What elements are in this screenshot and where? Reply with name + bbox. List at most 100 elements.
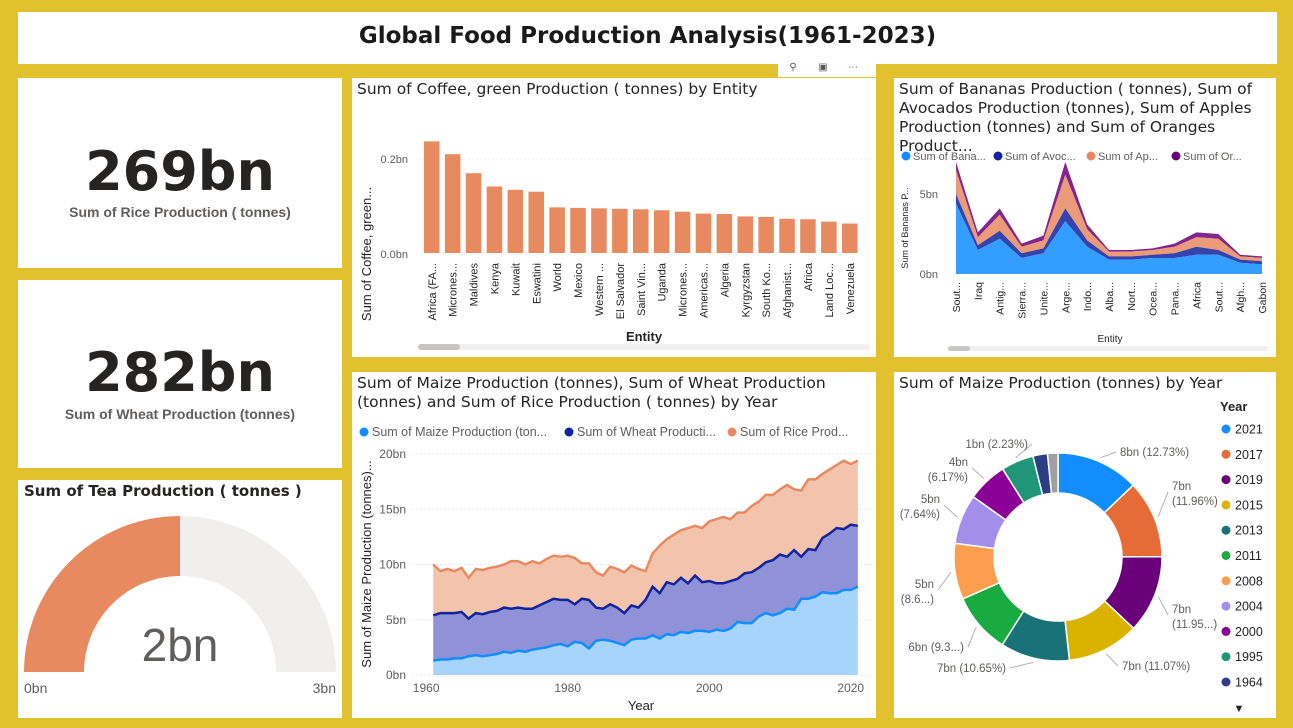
- coffee-bar: [591, 208, 607, 253]
- donut-data-label: 7bn: [1172, 481, 1191, 493]
- fruits-x-tick: Iraq: [973, 282, 985, 300]
- visual-header-toolbar: ⚲ ▣ ⋯: [778, 62, 876, 77]
- donut-data-label: 7bn (10.65%): [937, 663, 1006, 675]
- donut-leader-line: [943, 504, 958, 518]
- coffee-bar: [695, 213, 712, 253]
- fruits-legend-marker: [1086, 151, 1096, 161]
- donut-legend-label: 2013: [1235, 524, 1263, 538]
- coffee-bar: [612, 208, 628, 253]
- coffee-x-tick: Western ...: [594, 263, 606, 316]
- coffee-y-axis-label: Sum of Coffee, green...: [359, 187, 374, 321]
- kpi-value: 282bn: [85, 341, 275, 404]
- kpi-card-wheat[interactable]: 282bn Sum of Wheat Production (tonnes): [18, 280, 342, 468]
- grains-series-line: [433, 585, 859, 662]
- donut-leader-line: [971, 467, 985, 479]
- donut-data-label: 8bn (12.73%): [1120, 447, 1189, 459]
- maize-donut-card[interactable]: Sum of Maize Production (tonnes) by Year…: [894, 372, 1276, 718]
- donut-data-label: (8.6...): [901, 594, 934, 606]
- donut-data-label: (6.17%): [928, 472, 968, 484]
- focus-mode-icon[interactable]: ▣: [818, 62, 828, 73]
- coffee-x-tick: Africa (FA...: [427, 263, 439, 320]
- tea-gauge-title: Sum of Tea Production ( tonnes ): [24, 482, 302, 500]
- donut-data-label: 5bn: [915, 579, 934, 591]
- donut-data-label: (7.64%): [900, 509, 940, 521]
- more-options-icon[interactable]: ⋯: [848, 62, 858, 73]
- donut-leader-line: [1157, 596, 1169, 616]
- fruits-legend-marker: [1171, 151, 1181, 161]
- coffee-chart-title: Sum of Coffee, green Production ( tonnes…: [357, 80, 758, 98]
- legend-scroll-down-icon[interactable]: ▼: [1234, 703, 1245, 715]
- fruits-y-axis-label: Sum of Bananas P...: [900, 187, 910, 268]
- donut-legend-label: 2004: [1235, 600, 1263, 614]
- grains-x-tick: 2020: [837, 681, 864, 695]
- grains-y-tick: 20bn: [379, 447, 406, 461]
- donut-legend-marker: [1221, 449, 1231, 459]
- coffee-bar: [486, 186, 503, 253]
- fruits-x-tick: Ocea...: [1148, 282, 1160, 316]
- grains-chart-title: Sum of Maize Production (tonnes), Sum of…: [357, 374, 826, 411]
- grains-legend-marker: [359, 427, 369, 437]
- horizontal-scrollbar-thumb[interactable]: [418, 344, 460, 350]
- donut-legend-label: 2021: [1235, 423, 1263, 437]
- horizontal-scrollbar-thumb[interactable]: [948, 346, 970, 351]
- tea-gauge-card[interactable]: Sum of Tea Production ( tonnes ) 2bn 0bn…: [18, 480, 342, 718]
- gauge-min-label: 0bn: [24, 680, 47, 696]
- donut-legend-label: 2015: [1235, 498, 1263, 512]
- fruits-x-tick: Africa: [1191, 282, 1203, 309]
- donut-leader-line: [1015, 443, 1033, 458]
- coffee-bar: [800, 219, 816, 253]
- coffee-chart-card[interactable]: Sum of Coffee, green Production ( tonnes…: [352, 78, 876, 357]
- coffee-x-tick: Afghanist...: [782, 263, 794, 318]
- donut-data-label: 1bn (2.23%): [965, 439, 1028, 451]
- grains-area-fill: [433, 460, 858, 619]
- grains-area-chart: Sum of Maize Production (ton... Sum of Wh…: [359, 425, 872, 713]
- coffee-x-tick: Eswatini: [531, 263, 543, 304]
- horizontal-scrollbar-track: [948, 346, 1268, 351]
- fruits-x-tick: Nort...: [1126, 282, 1138, 311]
- coffee-bar: [549, 207, 565, 253]
- fruits-legend-marker: [901, 151, 911, 161]
- donut-legend-title: Year: [1220, 399, 1247, 414]
- coffee-x-tick: Africa: [803, 262, 815, 291]
- fruits-x-tick: Afgh...: [1235, 282, 1247, 312]
- grains-chart-card[interactable]: Sum of Maize Production (tonnes), Sum of…: [352, 372, 876, 718]
- donut-legend-label: 1995: [1235, 650, 1263, 664]
- kpi-label: Sum of Wheat Production (tonnes): [64, 406, 296, 422]
- donut-legend-marker: [1221, 551, 1231, 560]
- grains-y-tick: 10bn: [379, 558, 406, 572]
- grains-x-tick: 2000: [696, 681, 723, 695]
- kpi-card-rice[interactable]: 269bn Sum of Rice Production ( tonnes): [18, 78, 342, 268]
- coffee-x-tick: Saint Vin...: [636, 263, 648, 316]
- fruits-x-tick: Alba...: [1104, 282, 1116, 312]
- coffee-bar: [633, 209, 649, 253]
- pin-icon[interactable]: ⚲: [789, 62, 797, 73]
- grains-area-fill: [433, 524, 858, 661]
- grains-legend-marker: [727, 427, 737, 437]
- donut-data-label: 5bn: [921, 494, 940, 506]
- donut-legend-marker: [1221, 576, 1231, 586]
- donut-data-label: 7bn: [1172, 604, 1191, 616]
- donut-leader-line: [1157, 491, 1169, 517]
- fruits-x-tick: Sout...: [951, 282, 963, 312]
- fruits-legend-label: Sum of Or...: [1183, 151, 1242, 163]
- coffee-x-tick: Kuwait: [510, 263, 522, 296]
- coffee-x-tick: Maldives: [469, 263, 481, 307]
- coffee-bar-chart: Sum of Coffee, green... 0.2bn 0.0bn Afri…: [359, 141, 870, 350]
- fruits-legend-marker: [993, 151, 1003, 161]
- donut-slice: [1046, 452, 1059, 495]
- fruits-y-tick: 5bn: [920, 189, 938, 201]
- coffee-bar: [570, 207, 586, 253]
- fruits-chart-card[interactable]: Sum of Bananas Production ( tonnes), Sum…: [894, 78, 1276, 357]
- donut-legend-label: 2011: [1235, 549, 1262, 563]
- coffee-x-tick: World: [552, 263, 564, 292]
- donut-leader-line: [1100, 451, 1117, 459]
- coffee-x-tick: Kenya: [489, 262, 501, 294]
- coffee-bar: [444, 154, 461, 253]
- coffee-x-tick: Mexico: [573, 263, 585, 298]
- fruits-legend-label: Sum of Avoc...: [1005, 151, 1076, 163]
- fruits-legend-label: Sum of Ap...: [1098, 151, 1158, 163]
- donut-data-label: (11.96%): [1172, 496, 1218, 508]
- fruits-chart-title: Sum of Bananas Production ( tonnes), Sum…: [899, 80, 1253, 155]
- donut-legend-marker: [1221, 626, 1231, 636]
- grains-x-axis-label: Year: [628, 698, 655, 713]
